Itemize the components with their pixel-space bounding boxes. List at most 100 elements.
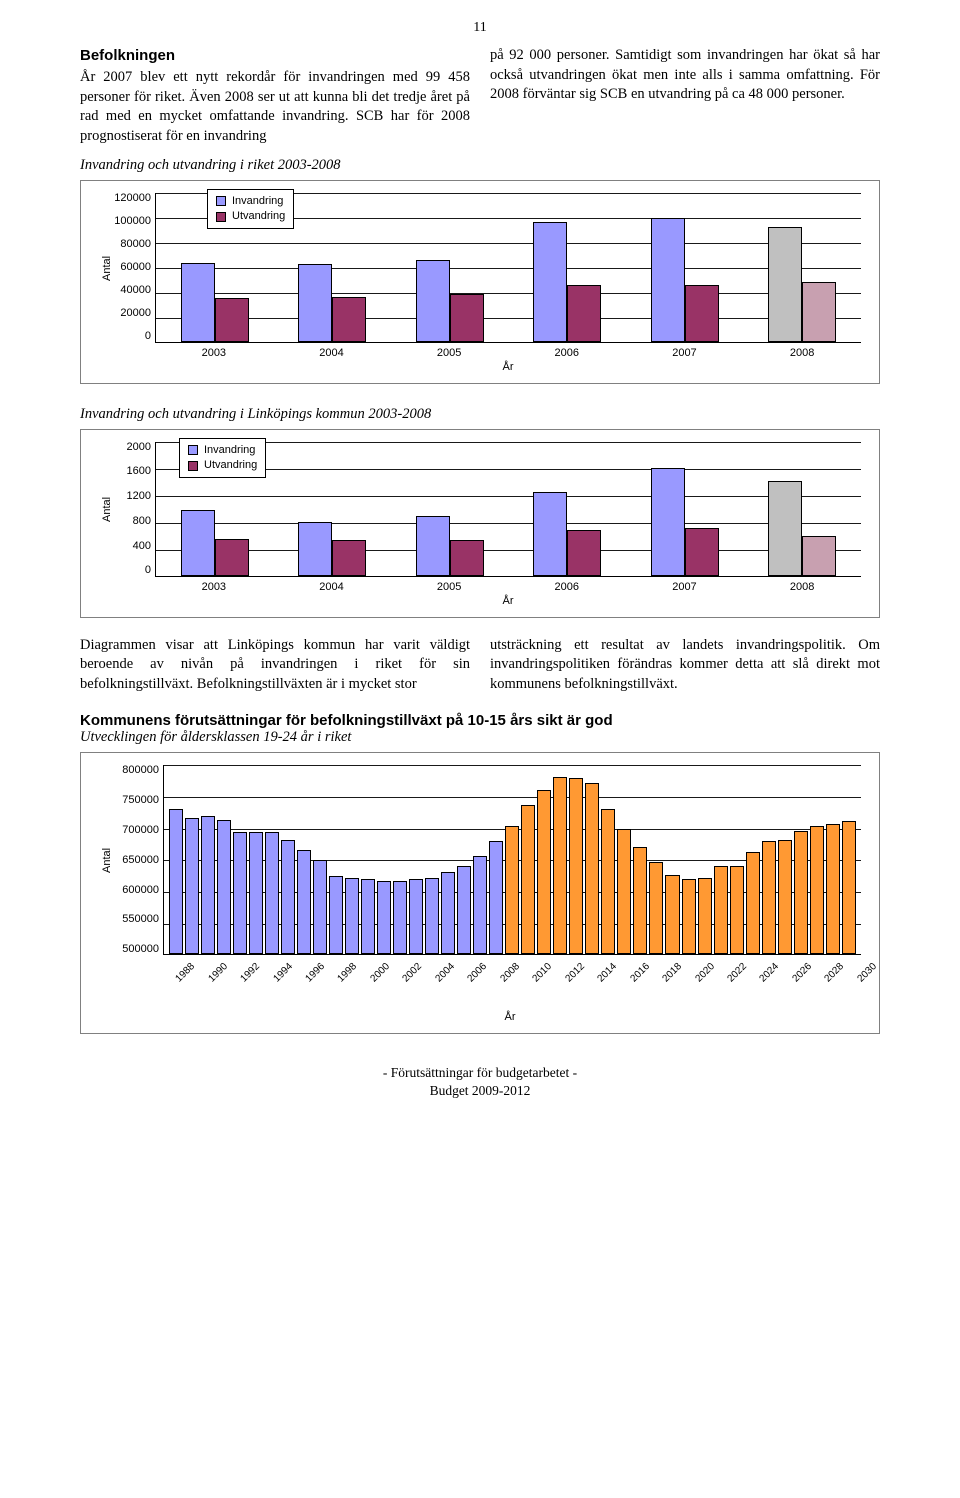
legend-swatch — [188, 461, 198, 471]
bar-invandring — [298, 522, 332, 575]
x-tick: 2006 — [466, 961, 490, 985]
bar-invandring — [416, 260, 450, 341]
bar-invandring — [298, 264, 332, 342]
x-tick: 2003 — [202, 581, 226, 593]
bar-group — [298, 264, 366, 342]
bar — [521, 805, 535, 954]
y-tick: 800 — [133, 516, 151, 527]
x-tick: 2028 — [823, 961, 847, 985]
bar-invandring — [533, 492, 567, 575]
bar — [730, 866, 744, 955]
x-tick: 2007 — [672, 581, 696, 593]
bar-invandring — [181, 510, 215, 575]
bar-invandring — [768, 227, 802, 342]
bar — [601, 809, 615, 955]
x-tick: 2007 — [672, 347, 696, 359]
middle-left-text: Diagrammen visar att Linköpings kommun h… — [80, 637, 470, 692]
bar — [505, 826, 519, 954]
middle-columns: Diagrammen visar att Linköpings kommun h… — [80, 636, 880, 695]
bar-utvandring — [215, 298, 249, 342]
y-tick: 0 — [145, 331, 151, 342]
bar-invandring — [768, 481, 802, 576]
chart1-frame: Antal12000010000080000600004000020000020… — [80, 180, 880, 384]
chart3-caption: Utvecklingen för åldersklassen 19-24 år … — [80, 729, 880, 746]
y-tick: 2000 — [127, 442, 151, 453]
bar-invandring — [651, 468, 685, 576]
bar — [794, 831, 808, 955]
y-ticks: 120000100000800006000040000200000 — [115, 193, 155, 343]
bar-group — [533, 492, 601, 575]
y-tick: 800000 — [122, 765, 159, 776]
x-tick: 2004 — [319, 347, 343, 359]
intro-right: på 92 000 personer. Samtidigt som invand… — [490, 46, 880, 147]
bar — [649, 862, 663, 954]
bar-invandring — [533, 222, 567, 342]
x-tick: 1998 — [336, 961, 360, 985]
legend-item: Utvandring — [188, 458, 257, 473]
bar-group — [181, 510, 249, 575]
y-tick: 600000 — [122, 885, 159, 896]
legend-item: Invandring — [216, 194, 285, 209]
bar-invandring — [651, 218, 685, 342]
bar — [233, 832, 247, 954]
legend: InvandringUtvandring — [179, 438, 266, 479]
legend-swatch — [216, 196, 226, 206]
bar-utvandring — [567, 285, 601, 341]
bar-invandring — [181, 263, 215, 342]
x-tick: 2008 — [790, 347, 814, 359]
x-tick: 2024 — [758, 961, 782, 985]
bar-utvandring — [685, 528, 719, 575]
chart2-frame: Antal20001600120080040002003200420052006… — [80, 429, 880, 618]
plot-area — [163, 765, 861, 955]
bar — [714, 866, 728, 955]
bar-invandring — [416, 516, 450, 575]
x-ticks: 1988199019921994199619982000200220042006… — [159, 955, 861, 985]
intro-left-text: År 2007 blev ett nytt rekordår för invan… — [80, 69, 470, 144]
bar-group — [533, 222, 601, 342]
middle-left: Diagrammen visar att Linköpings kommun h… — [80, 636, 470, 695]
y-tick: 20000 — [120, 308, 151, 319]
intro-right-text: på 92 000 personer. Samtidigt som invand… — [490, 47, 880, 102]
x-axis-label: År — [155, 361, 861, 373]
bars — [164, 765, 861, 954]
bar — [810, 826, 824, 955]
x-tick: 2005 — [437, 347, 461, 359]
intro-heading: Befolkningen — [80, 46, 470, 66]
y-tick: 0 — [145, 565, 151, 576]
x-ticks: 200320042005200620072008 — [155, 581, 861, 593]
bar-utvandring — [567, 530, 601, 576]
bar-group — [768, 481, 836, 576]
bar-group — [768, 227, 836, 342]
bar — [698, 878, 712, 954]
bar — [682, 879, 696, 954]
legend-label: Utvandring — [204, 458, 257, 473]
bar — [377, 881, 391, 954]
chart1: Antal12000010000080000600004000020000020… — [99, 193, 861, 373]
y-tick: 120000 — [114, 193, 151, 204]
bar — [569, 778, 583, 954]
x-tick: 2026 — [790, 961, 814, 985]
x-tick: 2030 — [855, 961, 879, 985]
bar-utvandring — [450, 294, 484, 342]
bar — [617, 829, 631, 954]
y-ticks: 8000007500007000006500006000005500005000… — [115, 765, 163, 955]
x-tick: 2006 — [555, 347, 579, 359]
bar — [633, 847, 647, 955]
x-tick: 2002 — [401, 961, 425, 985]
y-tick: 1600 — [127, 466, 151, 477]
legend-label: Invandring — [204, 443, 255, 458]
y-tick: 750000 — [122, 795, 159, 806]
x-tick: 2012 — [563, 961, 587, 985]
intro-left: Befolkningen År 2007 blev ett nytt rekor… — [80, 46, 470, 147]
bar — [249, 832, 263, 954]
chart2-caption: Invandring och utvandring i Linköpings k… — [80, 406, 880, 423]
x-tick: 2008 — [498, 961, 522, 985]
y-tick: 550000 — [122, 914, 159, 925]
bar — [665, 875, 679, 954]
bar — [457, 866, 471, 955]
bar — [313, 860, 327, 954]
x-tick: 1990 — [206, 961, 230, 985]
y-tick: 80000 — [120, 239, 151, 250]
x-tick: 2020 — [693, 961, 717, 985]
x-tick: 2000 — [368, 961, 392, 985]
